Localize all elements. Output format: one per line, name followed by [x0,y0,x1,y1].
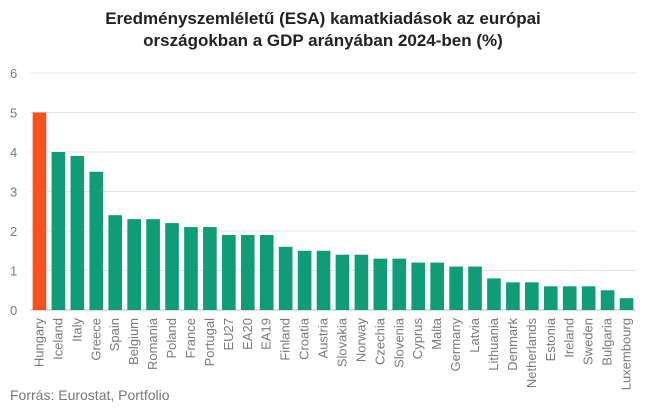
bar-finland [278,246,293,310]
bar-cyprus [411,262,426,310]
y-tick-label: 5 [10,106,17,121]
x-tick-label: Slovakia [334,317,349,367]
y-tick-label: 2 [10,224,17,239]
bar-denmark [506,282,520,310]
x-tick-label: Cyprus [410,318,425,360]
bar-belgium [127,219,141,310]
x-tick-label: Greece [88,318,103,361]
x-tick-label: Malta [429,317,444,350]
bar-croatia [297,250,312,310]
x-tick-label: Sweden [581,318,596,365]
y-tick-label: 6 [10,66,17,81]
bar-iceland [51,152,66,310]
x-tick-label: Poland [164,318,179,358]
y-tick-label: 1 [10,264,17,279]
x-tick-label: Estonia [543,317,558,361]
bar-italy [70,155,85,310]
bar-austria [316,250,331,310]
bar-lithuania [487,278,501,310]
bar-estonia [543,286,558,310]
x-tick-label: Belgium [126,318,141,365]
x-tick-label: Italy [69,318,84,342]
bar-ireland [562,286,577,310]
x-axis-ticks: Hungary Iceland Italy Greece Spain Belgium Rom… [31,317,633,390]
chart-title: Eredményszemléletű (ESA) kamatkiadások a… [0,8,646,52]
x-tick-label: France [183,318,198,358]
x-tick-label: Netherlands [524,318,539,389]
x-tick-label: Luxembourg [619,318,634,390]
source-note: Forrás: Eurostat, Portfolio [10,387,170,403]
x-tick-label: Germany [448,318,463,372]
x-tick-label: Finland [278,318,293,361]
bar-czechia [373,258,388,310]
bar-slovakia [335,254,350,310]
y-tick-label: 3 [10,185,17,200]
bar-greece [89,171,104,310]
x-tick-label: Czechia [372,317,387,365]
x-tick-label: Bulgaria [600,317,615,365]
x-tick-label: Slovenia [391,317,406,368]
x-tick-label: Ireland [562,318,577,358]
bar-spain [108,215,123,310]
bar-malta [430,262,444,310]
bar-ea19 [259,234,274,310]
bar-luxembourg [619,298,634,310]
bar-ea20 [240,234,255,310]
x-tick-label: Lithuania [486,317,501,371]
bar-chart: 0 1 2 3 4 5 6 Hungary Iceland Italy Greece Spain Be… [10,66,636,390]
x-tick-label: Portugal [202,318,217,367]
x-tick-label: Hungary [31,318,46,368]
bars [32,112,634,310]
bar-poland [165,223,179,310]
x-tick-label: Austria [316,317,331,358]
bar-netherlands [525,282,539,310]
x-tick-label: Romania [145,317,160,370]
x-tick-label: EA19 [259,318,274,350]
bar-hungary [32,112,47,310]
x-tick-label: Latvia [467,317,482,352]
bar-bulgaria [600,290,615,310]
bar-latvia [468,266,482,310]
y-tick-label: 4 [10,145,17,160]
bar-slovenia [392,258,407,310]
x-tick-label: EU27 [221,318,236,351]
x-tick-label: Spain [107,318,122,351]
bar-norway [354,254,369,310]
bar-portugal [203,227,217,310]
y-axis-ticks: 0 1 2 3 4 5 6 [10,66,17,318]
x-tick-label: Iceland [50,318,65,360]
chart-title-line-2: országokban a GDP arányában 2024-ben (%) [143,31,503,50]
x-tick-label: EA20 [240,318,255,350]
bar-germany [449,266,463,310]
bar-eu27 [222,234,236,310]
bar-romania [146,219,160,310]
chart-title-line-1: Eredményszemléletű (ESA) kamatkiadások a… [105,9,541,28]
x-tick-label: Denmark [505,318,520,371]
x-tick-label: Norway [353,318,368,363]
y-tick-label: 0 [10,303,17,318]
bar-france [184,227,198,310]
x-tick-label: Croatia [297,317,312,360]
bar-sweden [581,286,596,310]
